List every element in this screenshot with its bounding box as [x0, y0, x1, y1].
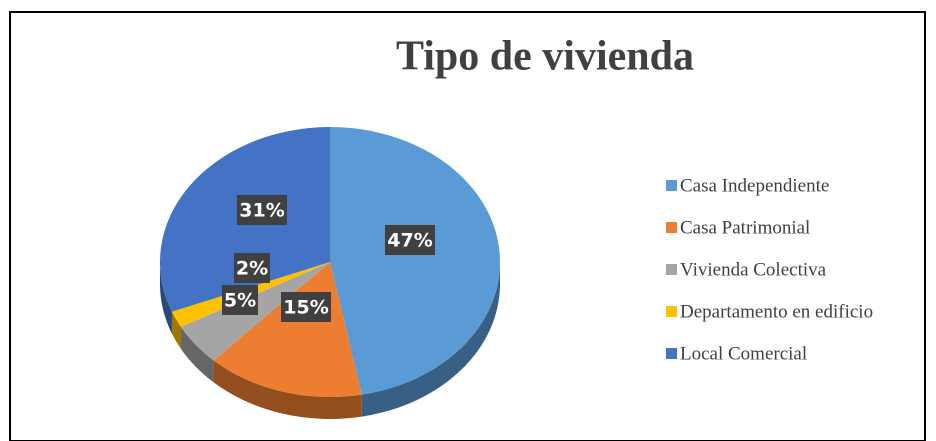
legend-swatch: [666, 348, 677, 359]
legend-swatch: [666, 180, 677, 191]
slice-side: [213, 360, 362, 419]
legend-label: Local Comercial: [680, 343, 807, 364]
legend-label: Departamento en edificio: [680, 301, 873, 322]
slice-side: [160, 262, 172, 334]
legend-swatch: [666, 264, 677, 275]
slice-side: [181, 327, 214, 383]
data-label-box: [237, 195, 287, 225]
data-label: 31%: [239, 200, 284, 222]
legend-swatch: [666, 306, 677, 317]
data-label-box: [222, 285, 258, 315]
legend-label: Casa Patrimonial: [680, 217, 810, 238]
slice-side: [171, 311, 182, 350]
data-label-box: [385, 225, 435, 255]
legend-swatch: [666, 222, 677, 233]
data-label: 47%: [387, 230, 432, 252]
legend-label: Casa Independiente: [680, 175, 829, 196]
chart-title: Tipo de vivienda: [396, 34, 694, 80]
legend-label: Vivienda Colectiva: [680, 259, 827, 280]
data-label: 5%: [224, 290, 256, 312]
slice: [330, 127, 500, 395]
data-label: 2%: [236, 258, 268, 280]
data-label-box: [281, 292, 331, 322]
slice-side: [361, 262, 501, 417]
data-label-box: [234, 253, 270, 283]
data-label: 15%: [283, 297, 328, 319]
